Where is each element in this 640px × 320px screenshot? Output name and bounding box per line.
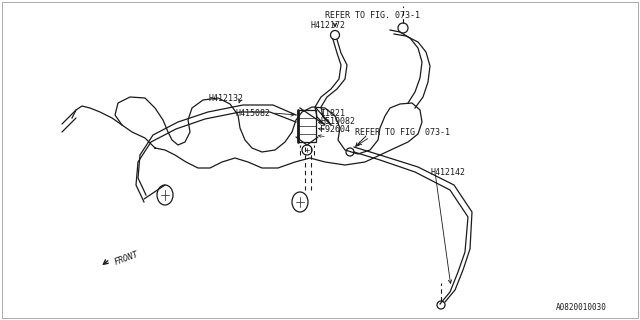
Text: H412172: H412172 [310,20,345,29]
Text: H412132: H412132 [208,93,243,102]
Text: H415082: H415082 [235,108,270,117]
Text: I1821: I1821 [320,108,345,117]
Bar [298,110,316,142]
Text: REFER TO FIG. 073-1: REFER TO FIG. 073-1 [355,127,450,137]
Text: REFER TO FIG. 073-1: REFER TO FIG. 073-1 [325,11,420,20]
Text: FRONT: FRONT [113,250,140,267]
Text: A0820010030: A0820010030 [556,303,607,312]
Text: H412142: H412142 [430,167,465,177]
Text: H519082: H519082 [320,116,355,125]
Text: F92604: F92604 [320,124,350,133]
